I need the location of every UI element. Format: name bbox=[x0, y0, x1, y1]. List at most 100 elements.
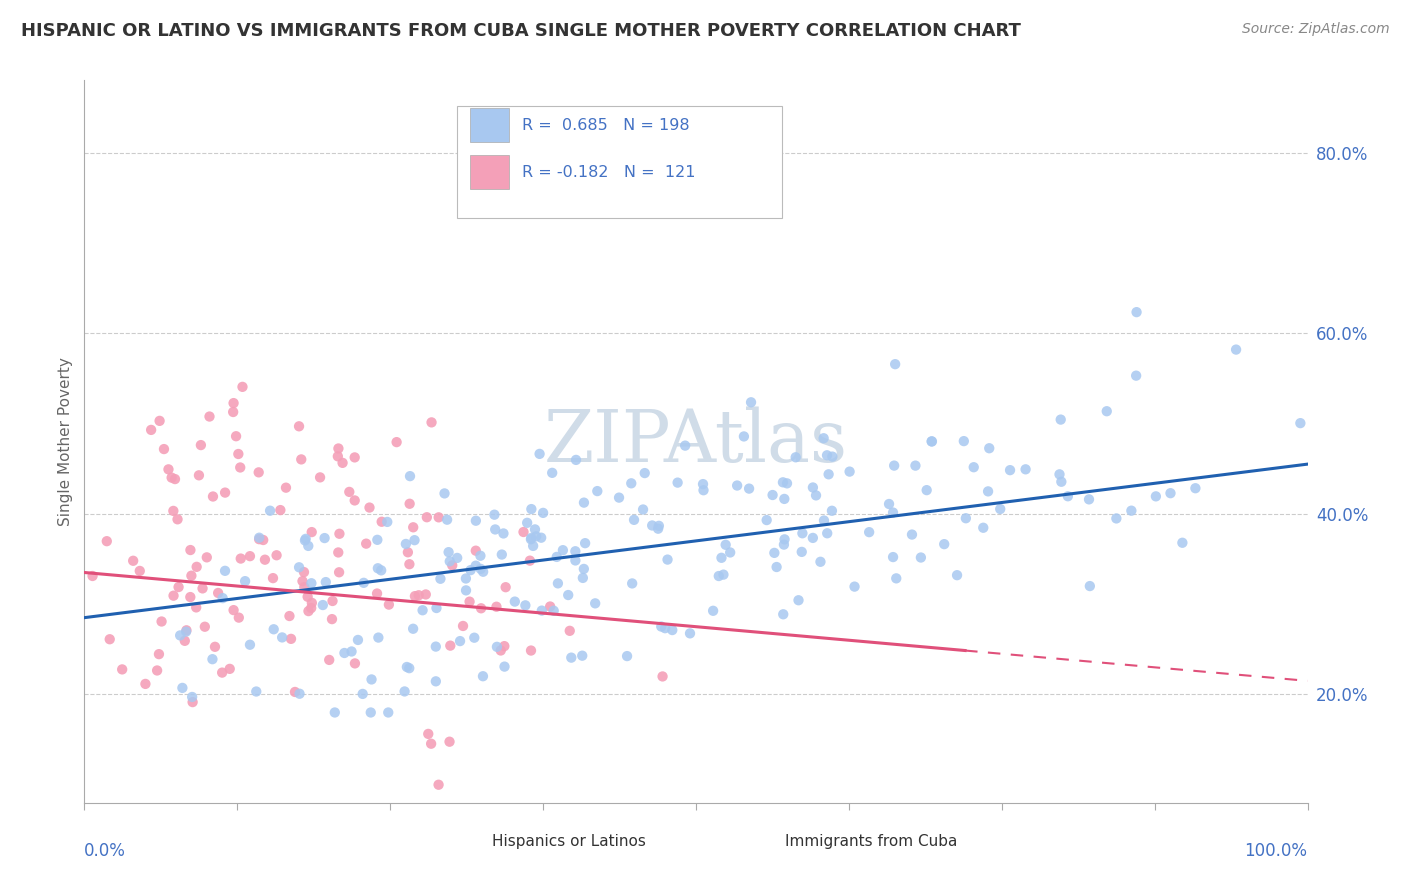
Point bbox=[427, 778, 450, 792]
Point bbox=[179, 543, 201, 558]
Point bbox=[634, 466, 657, 480]
Point bbox=[404, 533, 426, 548]
Point bbox=[172, 681, 194, 695]
Point bbox=[134, 677, 156, 691]
Point bbox=[524, 522, 547, 536]
Point bbox=[755, 513, 778, 527]
Point bbox=[439, 554, 461, 568]
Point bbox=[884, 357, 907, 371]
Point bbox=[239, 549, 262, 564]
Point bbox=[772, 475, 794, 490]
Text: Hispanics or Latinos: Hispanics or Latinos bbox=[492, 834, 645, 849]
Point bbox=[654, 621, 676, 635]
Point bbox=[370, 563, 392, 577]
Point bbox=[882, 506, 904, 520]
Point bbox=[516, 516, 538, 530]
Point bbox=[191, 582, 214, 596]
Point bbox=[360, 706, 382, 720]
Point bbox=[489, 643, 512, 657]
Point bbox=[398, 558, 420, 572]
Point bbox=[882, 550, 904, 565]
Point bbox=[821, 504, 844, 518]
Point bbox=[558, 624, 581, 638]
Point bbox=[173, 633, 195, 648]
Point bbox=[740, 395, 762, 409]
Point bbox=[162, 589, 184, 603]
Point bbox=[1144, 489, 1167, 503]
Point bbox=[666, 475, 689, 490]
Point bbox=[844, 580, 866, 594]
Point bbox=[650, 619, 672, 633]
Point bbox=[1159, 486, 1181, 500]
Point bbox=[815, 526, 838, 541]
Point bbox=[647, 522, 669, 536]
Point bbox=[904, 458, 927, 473]
Point bbox=[218, 662, 240, 676]
Point bbox=[160, 470, 183, 484]
Point bbox=[233, 574, 256, 589]
Point bbox=[1078, 579, 1101, 593]
Point bbox=[707, 569, 730, 583]
Point bbox=[299, 576, 322, 591]
Point bbox=[524, 529, 547, 543]
Point bbox=[972, 521, 994, 535]
Point bbox=[485, 599, 508, 614]
Point bbox=[416, 510, 439, 524]
Point bbox=[495, 580, 517, 594]
Point bbox=[427, 510, 450, 524]
Text: 100.0%: 100.0% bbox=[1244, 842, 1308, 860]
Point bbox=[884, 571, 907, 585]
Point bbox=[718, 545, 741, 559]
Point bbox=[571, 648, 593, 663]
Point bbox=[692, 483, 714, 498]
Point bbox=[385, 435, 408, 450]
Point bbox=[149, 414, 172, 428]
Point bbox=[239, 638, 262, 652]
Point bbox=[294, 532, 316, 546]
Point bbox=[201, 490, 224, 504]
Point bbox=[464, 543, 486, 558]
Point bbox=[396, 545, 419, 559]
Point bbox=[679, 626, 702, 640]
Point bbox=[247, 466, 270, 480]
Point bbox=[463, 631, 485, 645]
Point bbox=[519, 554, 541, 568]
Point bbox=[292, 565, 315, 579]
Point bbox=[661, 623, 683, 637]
Point bbox=[297, 604, 319, 618]
Point bbox=[520, 533, 543, 547]
Point bbox=[541, 466, 564, 480]
Point bbox=[963, 460, 986, 475]
Point bbox=[395, 537, 418, 551]
Point bbox=[623, 513, 645, 527]
Point bbox=[111, 662, 134, 676]
Point bbox=[776, 476, 799, 491]
Point bbox=[530, 531, 553, 545]
Point bbox=[988, 502, 1011, 516]
Point bbox=[529, 447, 551, 461]
Point bbox=[531, 506, 554, 520]
Point bbox=[301, 596, 323, 610]
Point bbox=[259, 504, 281, 518]
Point bbox=[266, 548, 288, 562]
Point bbox=[620, 476, 643, 491]
Point bbox=[395, 660, 418, 674]
Point bbox=[522, 539, 544, 553]
Point bbox=[470, 562, 492, 576]
Point bbox=[458, 594, 481, 608]
Point bbox=[821, 450, 844, 464]
Point bbox=[366, 586, 388, 600]
Point bbox=[122, 554, 145, 568]
FancyBboxPatch shape bbox=[470, 109, 509, 142]
Point bbox=[616, 649, 638, 664]
Point bbox=[787, 593, 810, 607]
Point bbox=[1049, 467, 1071, 482]
Point bbox=[263, 622, 285, 636]
Point bbox=[204, 640, 226, 654]
Point bbox=[375, 515, 398, 529]
Point bbox=[494, 639, 516, 653]
Point bbox=[433, 486, 456, 500]
Point bbox=[761, 488, 783, 502]
Point bbox=[228, 610, 250, 624]
Point bbox=[998, 463, 1021, 477]
